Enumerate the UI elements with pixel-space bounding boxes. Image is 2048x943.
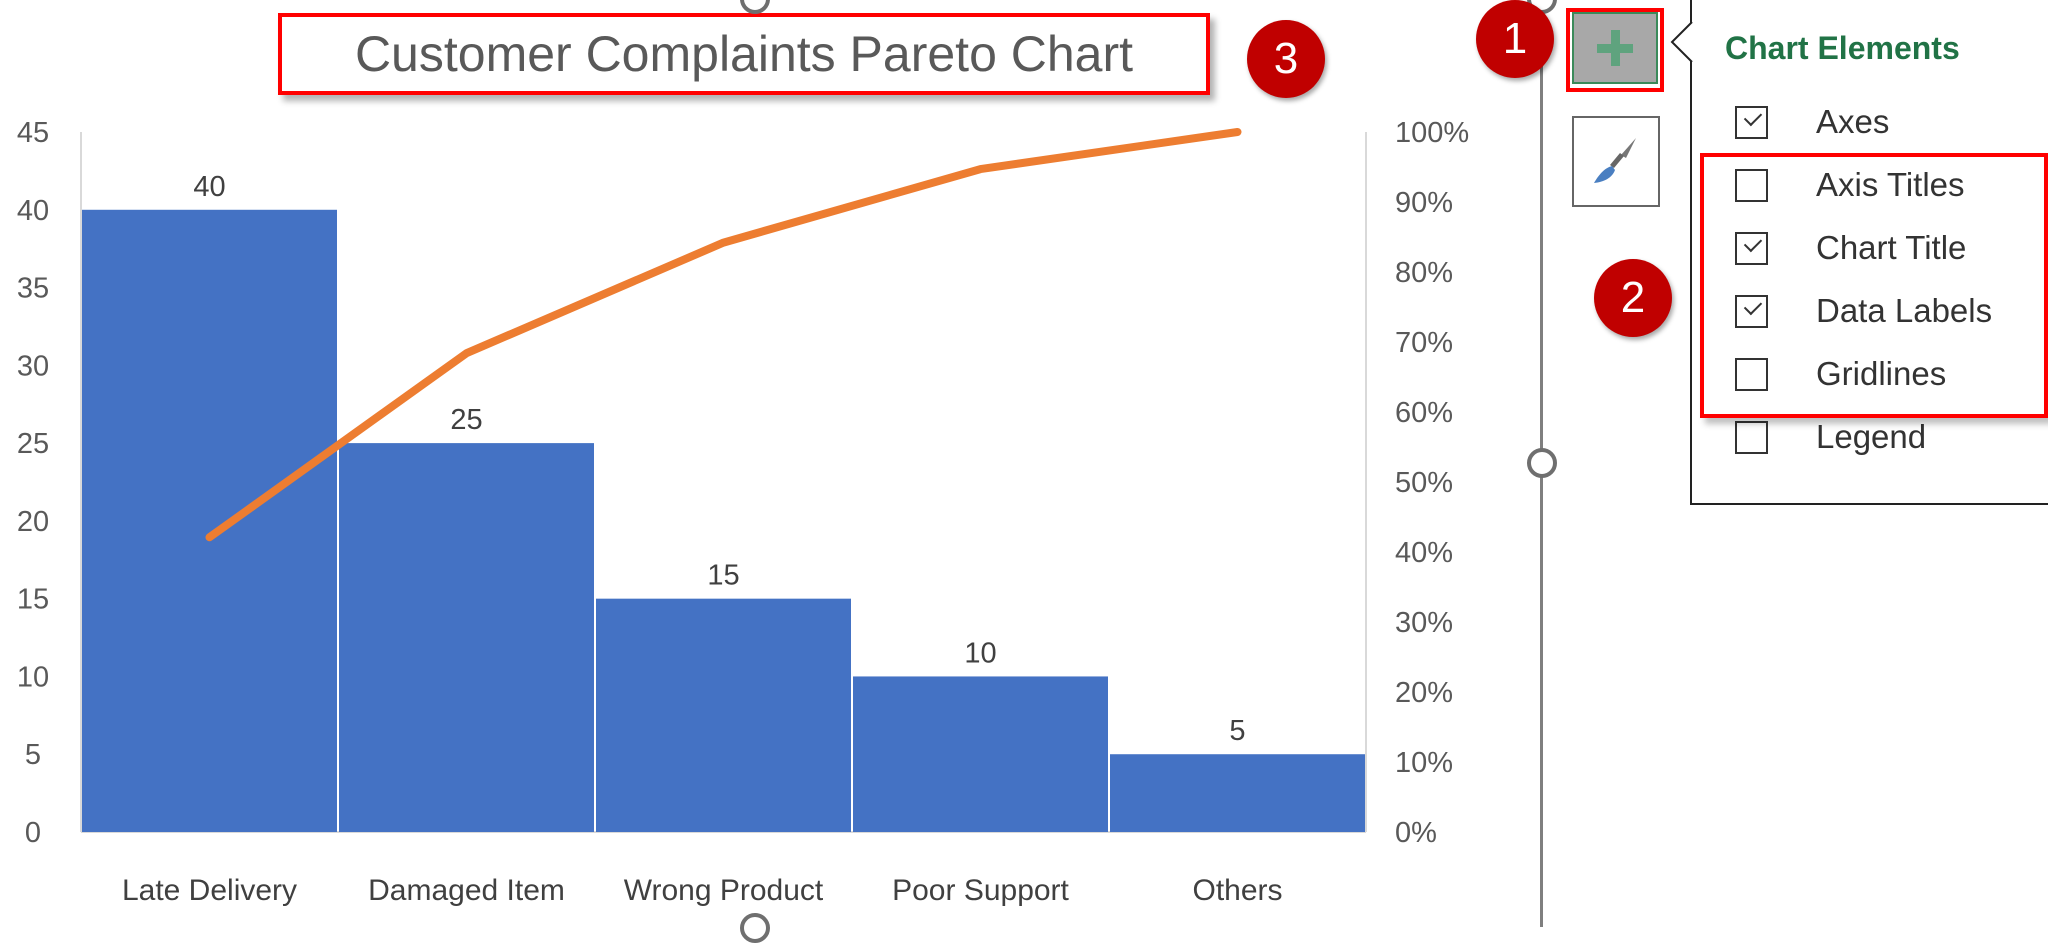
- resize-handle-right[interactable]: [1527, 448, 1557, 478]
- chart-element-chart-title[interactable]: Chart Title: [1735, 228, 1966, 268]
- x-tick-label: Late Delivery: [122, 874, 297, 907]
- chart-styles-button[interactable]: [1572, 116, 1660, 207]
- y-tick-label: 35: [17, 273, 49, 305]
- checkbox[interactable]: [1735, 294, 1768, 328]
- chart-element-label: Axis Titles: [1816, 166, 1965, 203]
- chart-element-label: Chart Title: [1816, 229, 1967, 266]
- y2-tick-label: 30%: [1395, 607, 1453, 639]
- chart-element-legend[interactable]: Legend: [1735, 417, 1926, 457]
- bar[interactable]: [1110, 754, 1365, 832]
- data-label: 15: [707, 560, 739, 592]
- x-tick-label: Damaged Item: [368, 874, 565, 907]
- y-tick-label: 15: [17, 584, 49, 616]
- y2-tick-label: 60%: [1395, 397, 1453, 429]
- chart-element-label: Legend: [1816, 418, 1927, 455]
- checkbox[interactable]: [1735, 105, 1768, 139]
- plus-icon: [1597, 30, 1633, 66]
- x-tick-label: Poor Support: [892, 874, 1069, 907]
- cumulative-line[interactable]: [205, 128, 1242, 542]
- data-label: 40: [193, 171, 225, 203]
- bar[interactable]: [339, 443, 594, 832]
- checkbox[interactable]: [1735, 231, 1768, 265]
- data-label: 25: [450, 404, 482, 436]
- y2-tick-label: 80%: [1395, 257, 1453, 289]
- y-tick-label: 10: [17, 661, 49, 693]
- chart-element-axes[interactable]: Axes: [1735, 102, 1889, 142]
- checkbox[interactable]: [1735, 168, 1768, 202]
- chart-element-axis-titles[interactable]: Axis Titles: [1735, 165, 1965, 205]
- checkbox[interactable]: [1735, 357, 1768, 391]
- y2-tick-label: 40%: [1395, 537, 1453, 569]
- chart-element-data-labels[interactable]: Data Labels: [1735, 291, 1992, 331]
- chart-elements-panel: Chart Elements Axes Axis Titles Chart Titl…: [1690, 0, 2048, 505]
- resize-handle-bottom[interactable]: [740, 913, 770, 943]
- y2-tick-label: 10%: [1395, 747, 1453, 779]
- step-badge-2: 2: [1594, 259, 1672, 337]
- chart-title[interactable]: Customer Complaints Pareto Chart: [278, 13, 1210, 95]
- y2-tick-label: 0%: [1395, 817, 1437, 849]
- y-tick-label: 25: [17, 428, 49, 460]
- y-tick-label: 5: [25, 739, 41, 771]
- y2-tick-label: 100%: [1395, 117, 1469, 149]
- y2-tick-label: 90%: [1395, 187, 1453, 219]
- y-tick-label: 20: [17, 506, 49, 538]
- bar[interactable]: [853, 676, 1108, 832]
- step-badge-3: 3: [1247, 20, 1325, 98]
- x-tick-label: Others: [1192, 874, 1282, 907]
- y-tick-label: 0: [25, 817, 41, 849]
- data-label: 10: [964, 637, 996, 669]
- chart-element-label: Axes: [1816, 103, 1890, 140]
- bar[interactable]: [82, 209, 337, 832]
- chart-element-label: Data Labels: [1816, 292, 1993, 329]
- y2-tick-label: 70%: [1395, 327, 1453, 359]
- chart-element-gridlines[interactable]: Gridlines: [1735, 354, 1946, 394]
- checkbox[interactable]: [1735, 420, 1768, 454]
- paintbrush-icon: [1594, 138, 1636, 183]
- y2-tick-label: 20%: [1395, 677, 1453, 709]
- step-badge-1: 1: [1476, 0, 1554, 78]
- chart-element-label: Gridlines: [1816, 355, 1947, 392]
- y2-tick-label: 50%: [1395, 467, 1453, 499]
- data-label: 5: [1229, 715, 1245, 747]
- y-tick-label: 30: [17, 350, 49, 382]
- panel-title: Chart Elements: [1725, 30, 1960, 66]
- x-tick-label: Wrong Product: [624, 874, 824, 907]
- chart-elements-button[interactable]: [1572, 12, 1658, 84]
- y-tick-label: 45: [17, 117, 49, 149]
- y-tick-label: 40: [17, 195, 49, 227]
- bar[interactable]: [596, 598, 851, 832]
- panel-pointer: [1670, 22, 1693, 62]
